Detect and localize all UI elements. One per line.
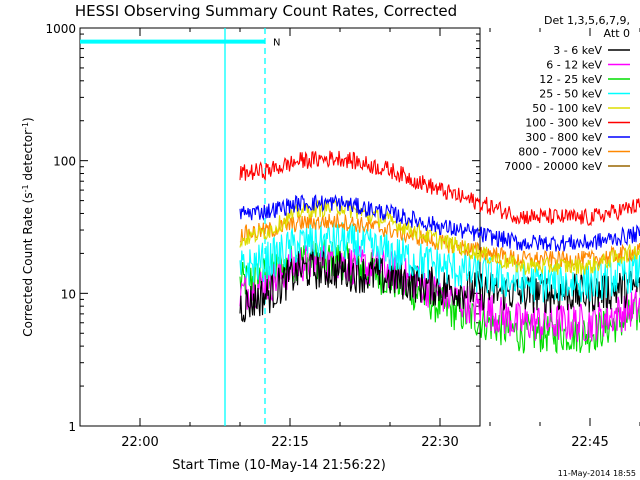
legend-label: 6 - 12 keV	[546, 59, 602, 72]
series-group	[239, 150, 640, 355]
chart-title: HESSI Observing Summary Count Rates, Cor…	[75, 2, 457, 20]
annotations: N	[273, 38, 280, 49]
series-line-50-100-kev	[239, 198, 640, 275]
series-line-6-12-kev	[239, 244, 640, 342]
x-tick-label: 22:00	[121, 435, 158, 450]
x-tick-label: 22:15	[271, 435, 308, 450]
legend-label: 12 - 25 keV	[539, 73, 602, 86]
series-line-300-800-kev	[239, 194, 640, 252]
annotation-label: N	[273, 38, 280, 49]
y-tick-label: 10	[61, 287, 76, 301]
series-line-800-7000-kev	[239, 213, 640, 270]
legend-label: 3 - 6 keV	[553, 44, 602, 57]
legend-label: 7000 - 20000 keV	[504, 160, 602, 173]
y-tick-label: 1	[68, 420, 76, 434]
y-axis-label-sup1: -1	[21, 184, 30, 192]
series-line-3-6-kev	[239, 249, 640, 323]
x-axis-label: Start Time (10-May-14 21:56:22)	[172, 458, 386, 473]
legend-header-line: Det 1,3,5,6,7,9,	[544, 14, 630, 27]
legend-label: 25 - 50 keV	[539, 88, 602, 101]
legend-label: 100 - 300 keV	[525, 117, 602, 130]
y-axis-label-main: Corrected Count Rate (s	[21, 192, 35, 336]
footer-date: 11-May-2014 18:55	[558, 469, 636, 478]
series-line-25-50-kev	[239, 221, 640, 303]
y-axis-label-mid: detector	[21, 130, 35, 185]
y-tick-label: 100	[53, 155, 76, 169]
y-axis-label-sup2: -1	[21, 122, 30, 130]
legend-label: 50 - 100 keV	[532, 102, 602, 115]
legend-header: Det 1,3,5,6,7,9,Att 0	[544, 14, 630, 40]
event-markers	[80, 28, 266, 426]
x-tick-label: 22:45	[571, 435, 608, 450]
legend-header-line: Att 0	[604, 27, 630, 40]
y-axis-label-end: )	[21, 117, 35, 122]
y-tick-label: 1000	[45, 22, 76, 36]
legend-label: 300 - 800 keV	[525, 131, 602, 144]
plot-frame	[79, 27, 481, 427]
series-line-100-300-kev	[239, 150, 640, 227]
y-axis-label: Corrected Count Rate (s-1 detector-1)	[21, 117, 36, 336]
y-axis: 1 10 100 1000	[45, 22, 480, 434]
legend-label: 800 - 7000 keV	[518, 146, 602, 159]
x-tick-label: 22:30	[421, 435, 458, 450]
